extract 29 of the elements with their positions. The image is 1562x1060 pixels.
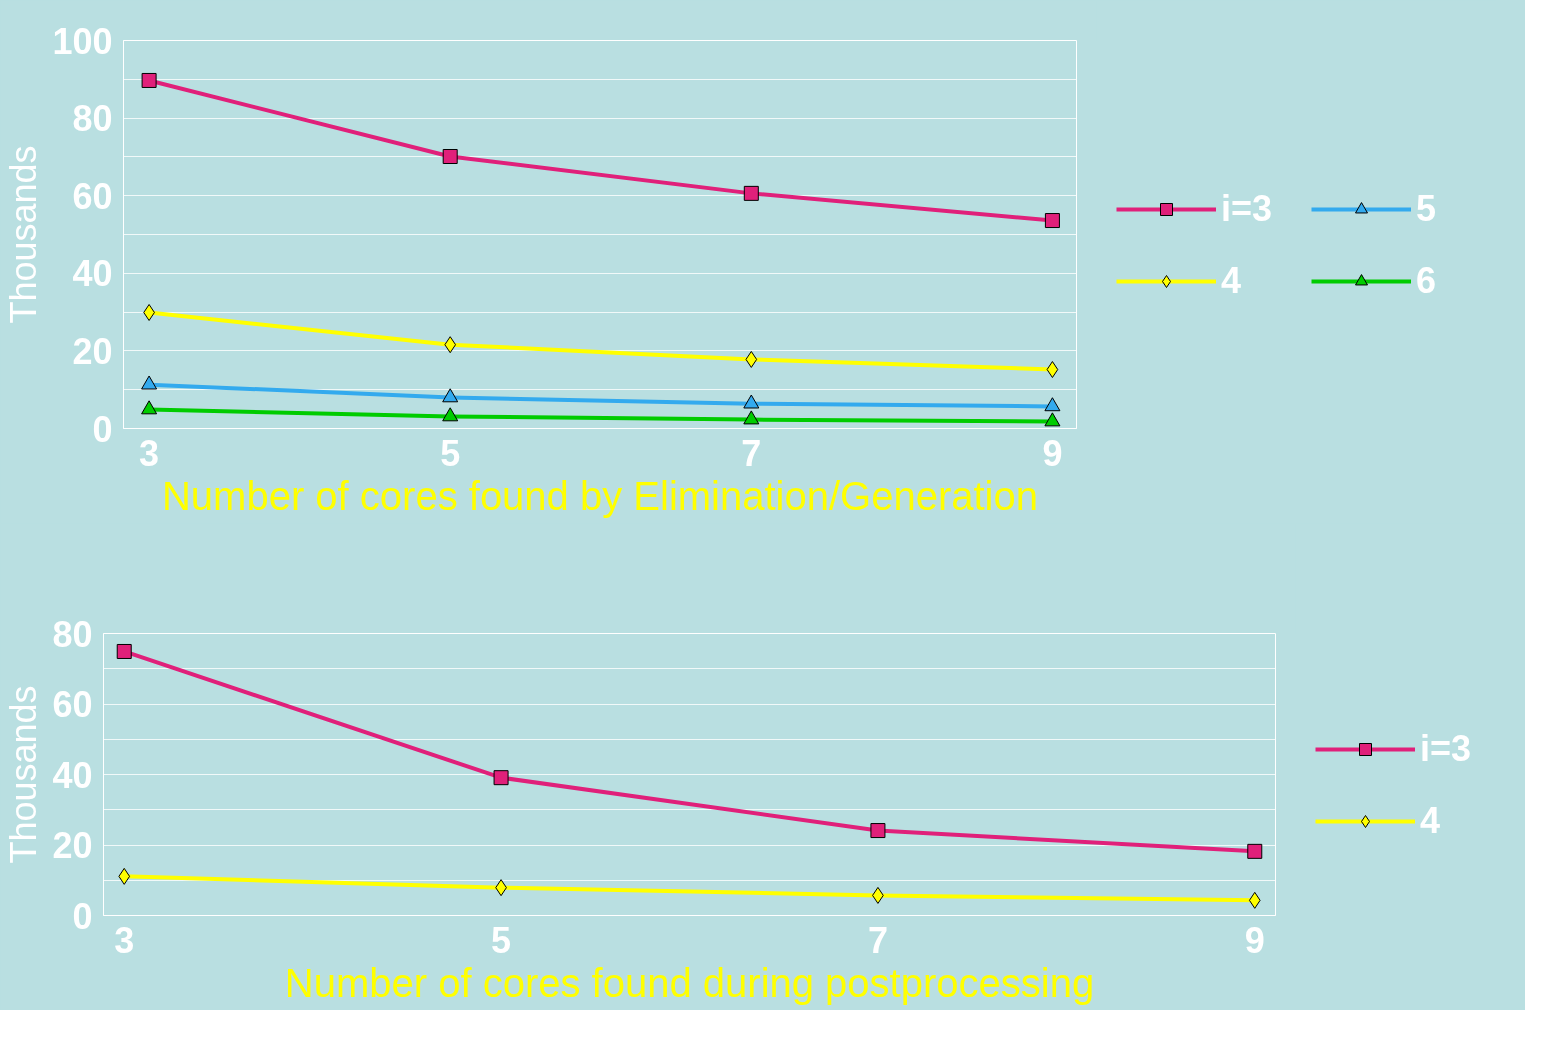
x-tick-label: 3 [114,919,135,961]
y-tick-label: 100 [52,20,113,62]
x-axis-title: Number of cores found by Elimination/Generation [161,473,1039,518]
y-tick-label: 20 [52,825,93,866]
y-tick-label: 40 [52,754,93,796]
y-axis-title: Thousands [3,145,45,324]
y-tick-label: 20 [72,330,113,372]
x-tick-label: 9 [1244,919,1265,961]
y-tick-label: 80 [72,98,113,140]
y-tick-label: 0 [72,895,93,937]
x-tick-label: 5 [440,432,461,474]
x-tick-label: 9 [1042,432,1063,474]
legend-label: i=3 [1221,188,1274,230]
y-tick-label: 0 [92,408,113,450]
legend-label: 5 [1416,188,1438,230]
y-tick-label: 60 [52,684,93,725]
x-tick-label: 7 [741,432,762,474]
legend-label: 4 [1221,260,1243,302]
x-tick-label: 5 [491,919,512,961]
y-tick-label: 40 [72,253,113,295]
legend-label: 4 [1420,800,1442,842]
y-axis-title: Thousands [3,685,45,864]
x-tick-label: 7 [867,919,888,961]
y-tick-label: 60 [72,175,113,217]
x-axis-title: Number of cores found during postprocessing [284,960,1095,1005]
y-tick-label: 80 [52,613,93,655]
legend-label: i=3 [1420,728,1473,770]
legend-label: 6 [1416,260,1438,302]
x-tick-label: 3 [139,432,160,474]
